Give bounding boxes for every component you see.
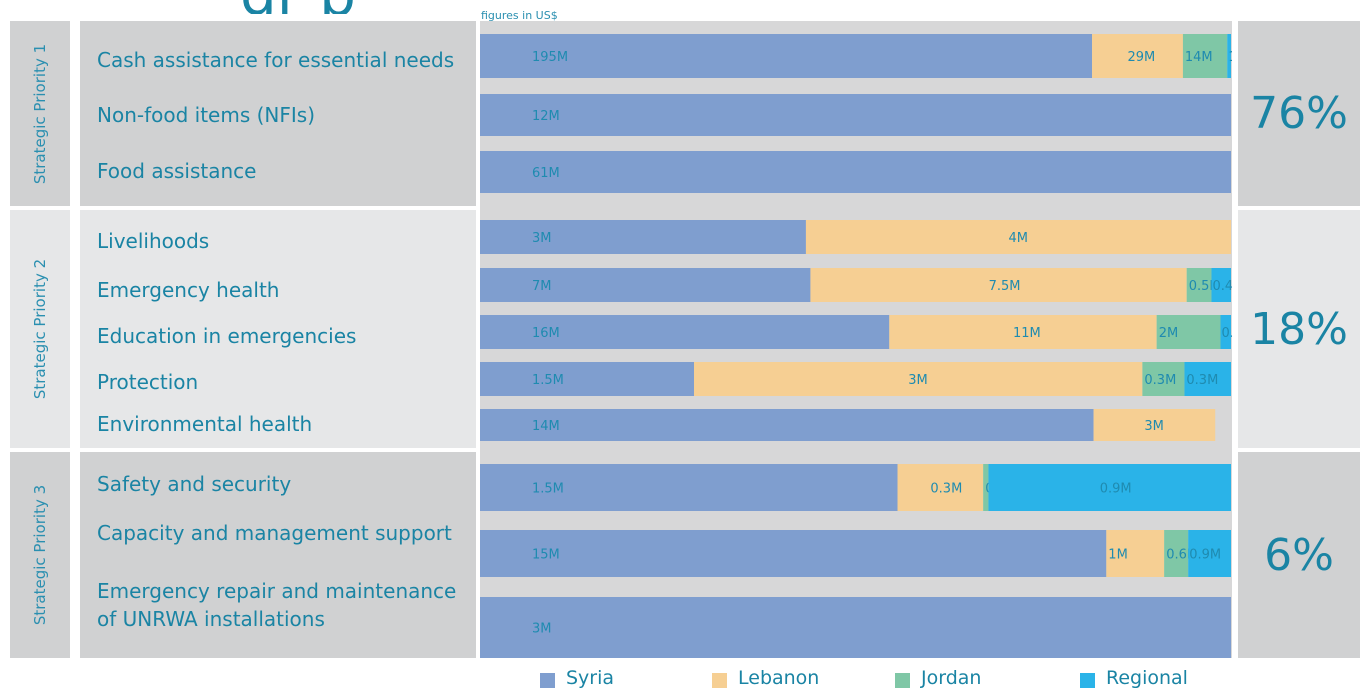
bar-segment-regional [1211, 268, 1231, 302]
bar-segment-lebanon [889, 315, 1157, 349]
data-label: 1M [1228, 50, 1232, 65]
priority-3-percent: 6% [1264, 529, 1334, 581]
category-label: Non-food items (NFIs) [97, 103, 316, 127]
legend-swatch-syria [540, 673, 555, 688]
bar-segment-lebanon [694, 362, 1143, 396]
data-label: 11M [1013, 326, 1041, 341]
priority-1-percent: 76% [1250, 88, 1348, 139]
category-label: Education in emergencies [97, 324, 357, 348]
data-label: 1.5M [532, 373, 564, 388]
data-label: 12M [532, 109, 560, 124]
bar-segment-syria [480, 315, 890, 349]
data-label: 3M [532, 622, 552, 637]
data-label: 0.3M [1144, 373, 1176, 388]
legend-label-syria: Syria [566, 667, 615, 689]
bar-segment-syria [480, 409, 1094, 441]
bar-segment-syria [480, 34, 1093, 78]
bar-segment-lebanon [1093, 409, 1216, 441]
category-label: Environmental health [97, 412, 313, 436]
bar-segment-syria [480, 94, 1231, 136]
priority-2-categories-panel: Livelihoods Emergency health Education i… [80, 210, 476, 448]
page-title-fragment: gr p [240, 0, 480, 14]
priority-1-label: Strategic Priority 1 [31, 43, 49, 184]
bar-segment-lebanon [1106, 530, 1165, 577]
category-label: Safety and security [97, 472, 292, 496]
bar-segment-lebanon [897, 464, 984, 511]
priority-3-categories-panel: Safety and security Capacity and managem… [80, 452, 476, 658]
bar-segment-jordan [1164, 530, 1189, 577]
bar-segment-syria [480, 464, 898, 511]
data-label: 61M [532, 166, 560, 181]
bar-segment-jordan [1182, 34, 1228, 78]
data-label: 3M [1144, 419, 1164, 434]
priority-2-percent: 18% [1250, 303, 1348, 355]
bar-segment-regional [988, 464, 1231, 511]
data-label: 29M [1128, 50, 1156, 65]
data-label: 14M [1185, 50, 1213, 65]
data-label: 2M [1159, 326, 1179, 341]
priority-1-label-panel: Strategic Priority 1 [10, 21, 70, 206]
data-label: 0.9M [1189, 548, 1221, 563]
data-label: 15M [532, 548, 560, 563]
bar-segment-lebanon [810, 268, 1187, 302]
bar-segment-jordan [983, 464, 989, 511]
category-label: Food assistance [97, 159, 257, 183]
bar-segment-syria [480, 220, 806, 254]
bar-segment-syria [480, 268, 811, 302]
bar-segment-syria [480, 362, 695, 396]
legend-label-regional: Regional [1106, 667, 1188, 689]
legend-swatch-jordan [895, 673, 910, 688]
category-label: Cash assistance for essential needs [97, 48, 455, 72]
data-label: 1.5M [532, 482, 564, 497]
bar-segment-syria [480, 597, 1231, 658]
stacked-bar-chart: 195M29M14M1M12M61M3M4M7M7.5M0.5M0.4M16M1… [480, 34, 1233, 658]
priority-2-percent-panel: 18% [1238, 210, 1360, 448]
category-label: Emergency health [97, 278, 280, 302]
legend-label-lebanon: Lebanon [738, 667, 820, 689]
category-label: Capacity and management support [97, 521, 452, 545]
bar-segment-regional [1184, 362, 1231, 396]
data-label: 7.5M [989, 279, 1021, 294]
priority-2-label: Strategic Priority 2 [31, 258, 49, 400]
bar-segment-syria [480, 151, 1231, 193]
data-label: 0.3M [1186, 373, 1218, 388]
bar-segment-lebanon [1092, 34, 1183, 78]
legend-swatch-lebanon [712, 673, 727, 688]
data-label: 4M [1009, 231, 1029, 246]
priority-1-percent-panel: 76% [1238, 21, 1360, 206]
category-label: Protection [97, 370, 199, 394]
bar-segment-regional [1220, 315, 1231, 349]
bar-segment-lebanon [805, 220, 1231, 254]
legend-label-jordan: Jordan [921, 667, 982, 689]
data-label: 0.9M [1100, 482, 1132, 497]
legend-swatch-regional [1080, 673, 1095, 688]
bar-segment-regional [1227, 34, 1231, 78]
data-label: 0.4M [1213, 279, 1233, 294]
category-label: of UNRWA installations [97, 607, 325, 631]
priority-3-label-panel: Strategic Priority 3 [10, 452, 70, 658]
currency-note: figures in US$ [481, 9, 558, 22]
priority-3-percent-panel: 6% [1238, 452, 1360, 658]
data-label: 14M [532, 419, 560, 434]
data-label: 1M [1108, 548, 1128, 563]
data-label: 195M [532, 50, 568, 65]
category-label: Emergency repair and maintenance [97, 579, 457, 603]
data-label: 0.4M [1222, 326, 1233, 341]
data-label: 3M [908, 373, 928, 388]
bar-segment-regional [1188, 530, 1231, 577]
category-label: Livelihoods [97, 229, 210, 253]
priority-2-label-panel: Strategic Priority 2 [10, 210, 70, 448]
bar-segment-jordan [1186, 268, 1212, 302]
data-label: 16M [532, 326, 560, 341]
bar-segment-jordan [1156, 315, 1221, 349]
priority-1-categories-panel: Cash assistance for essential needs Non-… [80, 21, 476, 206]
priority-3-label: Strategic Priority 3 [31, 484, 49, 626]
data-label: 0.3M [930, 482, 962, 497]
data-label: 3M [532, 231, 552, 246]
data-label: 7M [532, 279, 552, 294]
bar-segment-jordan [1142, 362, 1185, 396]
bar-segment-syria [480, 530, 1107, 577]
